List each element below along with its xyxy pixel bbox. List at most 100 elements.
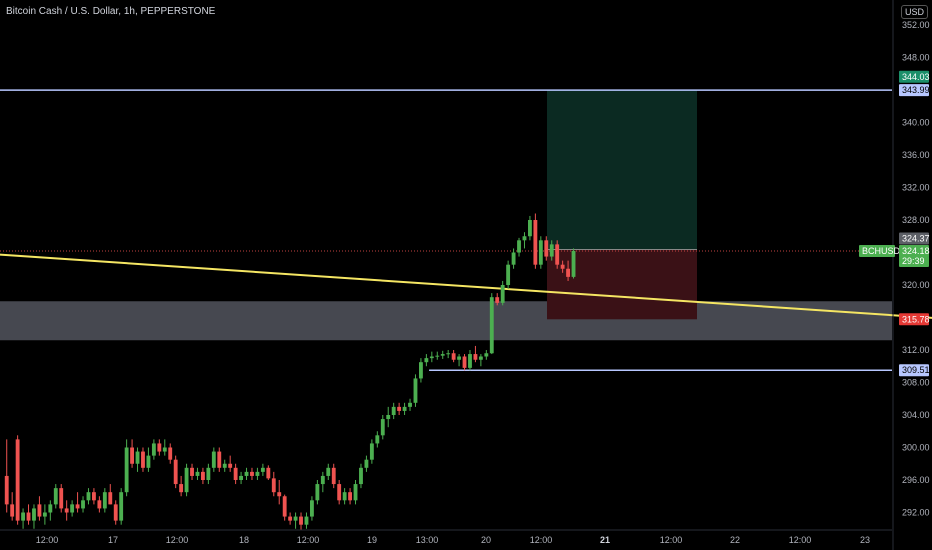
candle-body <box>511 252 516 265</box>
candle <box>429 351 434 363</box>
candle-body <box>195 471 200 476</box>
candle-body <box>528 220 532 237</box>
candle-body <box>64 508 69 513</box>
candle <box>141 447 145 472</box>
candle-body <box>282 496 287 517</box>
price-tick-label: 300.00 <box>902 443 930 453</box>
currency-button[interactable]: USD <box>900 5 928 19</box>
candle-body <box>331 467 336 485</box>
candle-body <box>451 353 456 360</box>
candle-body <box>320 475 325 485</box>
candle-body <box>468 354 472 368</box>
candle-body <box>108 492 113 505</box>
candle <box>293 512 298 529</box>
candle <box>495 293 500 306</box>
candle-body <box>4 475 9 505</box>
time-tick-label: 20 <box>481 535 491 545</box>
candle-body <box>293 516 298 521</box>
price-tick-label: 312.00 <box>902 345 930 355</box>
time-tick-label: 18 <box>239 535 249 545</box>
candle-body <box>228 463 233 468</box>
candle-body <box>522 236 527 241</box>
candle-body <box>184 467 189 493</box>
candle <box>21 508 25 529</box>
entry-price-badge: 324.37 <box>899 232 930 245</box>
candle <box>408 398 412 411</box>
candle-body <box>32 508 36 521</box>
candle <box>75 492 80 513</box>
lower-line-badge: 309.51 <box>899 364 930 377</box>
candle-body <box>440 354 445 356</box>
candle <box>124 439 129 497</box>
candle-body <box>506 264 511 285</box>
candle-body <box>337 484 342 501</box>
candle <box>506 260 511 290</box>
candle <box>250 467 254 480</box>
price-tick-label: 352.00 <box>902 20 930 30</box>
upper-line-badge-bg <box>899 84 929 97</box>
candle-body <box>190 467 194 476</box>
price-tick-label: 320.00 <box>902 280 930 290</box>
candle-body <box>239 475 243 480</box>
candle <box>473 345 478 363</box>
entry-price-badge-text: 324.37 <box>902 233 930 243</box>
stop-price-badge: 315.78 <box>899 313 930 326</box>
price-tick-label: 292.00 <box>902 508 930 518</box>
candle <box>326 463 331 480</box>
candle-body <box>222 463 227 468</box>
candle <box>544 236 549 261</box>
candle-body <box>277 492 282 497</box>
price-tick-label: 332.00 <box>902 183 930 193</box>
candle-body <box>478 356 483 360</box>
candle <box>42 504 47 525</box>
current-price-text: 324.18 <box>902 246 930 256</box>
candle <box>119 488 124 525</box>
candle <box>560 260 565 273</box>
candle <box>244 467 249 480</box>
candle <box>462 354 467 371</box>
stop-price-badge-text: 315.78 <box>902 314 930 324</box>
candle <box>97 496 102 513</box>
candle <box>151 439 156 460</box>
candle <box>260 463 265 476</box>
candle <box>157 439 162 456</box>
candle-body <box>53 488 58 505</box>
candle-body <box>113 504 118 521</box>
target-price-badge: 344.03 <box>899 70 930 83</box>
time-tick-label: 22 <box>730 535 740 545</box>
candle <box>369 439 374 464</box>
candle <box>48 500 53 521</box>
candle-body <box>146 455 151 468</box>
candle-body <box>391 406 396 415</box>
time-axis: 12:00 17 12:00 18 12:00 19 13:00 20 12:00 21 12:00… <box>0 529 892 545</box>
current-price-badge-bg <box>899 245 929 268</box>
time-tick-label: 17 <box>108 535 118 545</box>
candle-body <box>299 516 303 525</box>
candle-body <box>179 484 184 493</box>
candle-body <box>304 516 309 525</box>
candle-body <box>130 447 134 464</box>
candle <box>168 443 173 464</box>
lower-line-badge-text: 309.51 <box>902 365 930 375</box>
time-tick-label: 12:00 <box>297 535 320 545</box>
candle-body <box>157 443 162 452</box>
chart-title: Bitcoin Cash / U.S. Dollar, 1h, PEPPERST… <box>6 6 216 17</box>
candle-body <box>233 467 238 480</box>
time-tick-label: 23 <box>860 535 870 545</box>
candle-body <box>266 467 271 479</box>
candle <box>451 350 456 363</box>
candle-body <box>446 353 451 355</box>
candle <box>435 351 440 360</box>
candle-body <box>359 467 363 485</box>
candle <box>402 402 407 415</box>
candle-body <box>81 500 85 509</box>
candle <box>10 492 15 521</box>
time-tick-label: 12:00 <box>660 535 683 545</box>
candle <box>32 504 36 529</box>
candle-body <box>408 402 412 407</box>
candle <box>255 467 260 480</box>
candle-body <box>419 362 423 379</box>
